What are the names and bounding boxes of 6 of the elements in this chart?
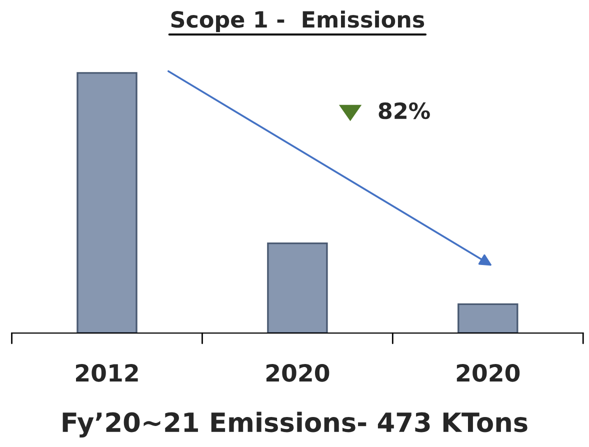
annotation: 82% [378, 102, 430, 120]
x-tick-label: 2012 [76, 364, 138, 382]
chart-title: Scope 1 - Emissions [171, 10, 424, 32]
x-tick-label: 2020 [266, 364, 330, 382]
text: Fy’20~21 Emissions- 473 KTons [62, 412, 528, 438]
x-tick-label: 2020 [456, 364, 520, 382]
